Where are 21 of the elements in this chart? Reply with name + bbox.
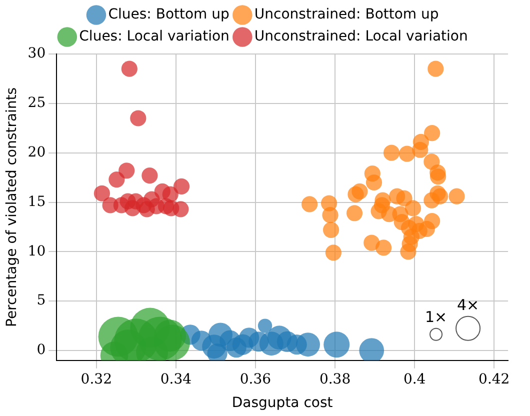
x-tick-label: 0.4: [403, 371, 426, 388]
x-axis-title: Dasgupta cost: [232, 395, 334, 412]
y-tick-label: 20: [28, 144, 46, 160]
legend-label: 1×: [424, 308, 448, 326]
x-tick-label: 0.38: [319, 371, 351, 388]
y-axis-title: Percentage of violated constraints: [4, 87, 20, 328]
x-tick-label: 0.32: [80, 371, 112, 388]
x-tick-label: 0.34: [160, 371, 192, 388]
legend-label: 4×: [456, 296, 480, 314]
y-tick-label: 30: [28, 46, 46, 62]
legend-label: Unconstrained: Bottom up: [254, 6, 439, 23]
y-tick-label: 10: [28, 243, 46, 260]
y-tick-label: 15: [28, 194, 46, 210]
x-tick-label: 0.36: [240, 371, 272, 388]
y-tick-label: 25: [28, 95, 46, 112]
x-tick-label: 0.42: [478, 371, 510, 388]
legend-label: Clues: Bottom up: [108, 6, 230, 23]
y-tick-label: 5: [36, 292, 46, 309]
y-tick-label: 0: [36, 342, 46, 358]
legend-label: Clues: Local variation: [79, 28, 230, 45]
legend-label: Unconstrained: Local variation: [254, 28, 468, 45]
